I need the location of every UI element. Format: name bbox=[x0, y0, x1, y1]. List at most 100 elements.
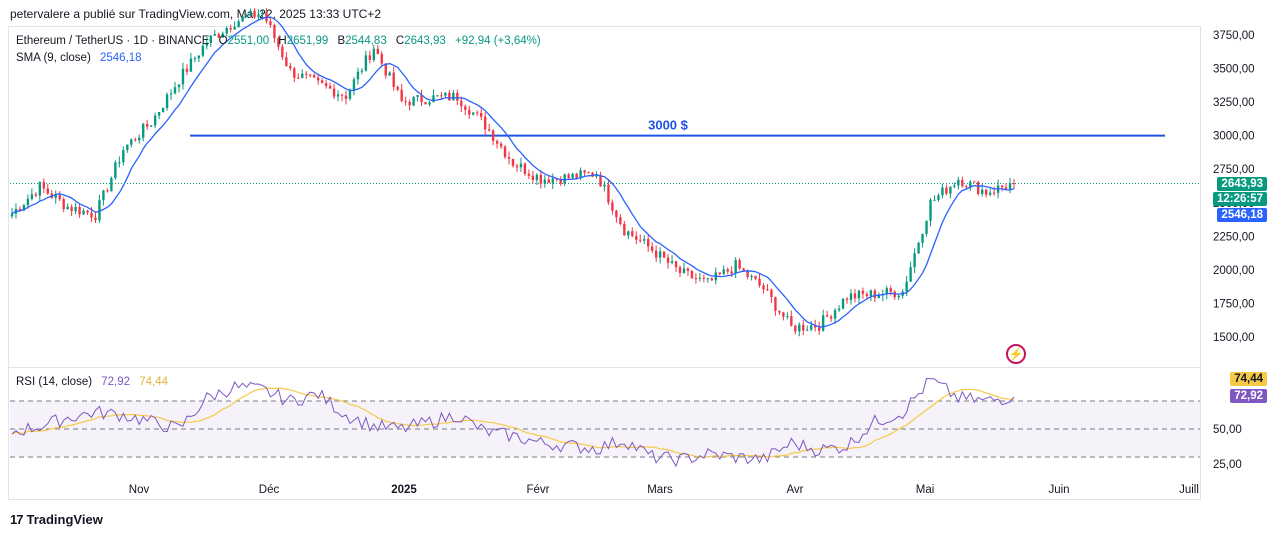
candle-body bbox=[647, 239, 650, 247]
y-tick-label: 2250,00 bbox=[1213, 231, 1255, 243]
x-tick-label: 2025 bbox=[391, 484, 417, 496]
candle-body bbox=[149, 125, 153, 127]
x-tick-label: Févr bbox=[527, 484, 550, 496]
candle-body bbox=[615, 210, 618, 218]
y-tick-label: 3000,00 bbox=[1213, 131, 1255, 143]
candle-body bbox=[686, 268, 690, 271]
candle-body bbox=[309, 74, 312, 76]
candle-body bbox=[790, 316, 793, 326]
x-tick-label: Mars bbox=[647, 484, 673, 496]
candle-body bbox=[984, 189, 988, 195]
rsi-legend[interactable]: RSI (14, close) 72,92 74,44 bbox=[16, 376, 168, 388]
candle-body bbox=[281, 46, 284, 58]
candle-body bbox=[710, 278, 714, 281]
sma-legend[interactable]: SMA (9, close) 2546,18 bbox=[16, 52, 142, 64]
candle-body bbox=[746, 270, 749, 277]
candle-body bbox=[360, 70, 364, 72]
candle-body bbox=[519, 163, 523, 168]
candle-body bbox=[189, 58, 193, 72]
candle-body bbox=[249, 10, 252, 16]
close-value: 2643,93 bbox=[404, 35, 446, 47]
rsi-tick-label: 25,00 bbox=[1213, 459, 1242, 471]
candle-body bbox=[205, 42, 209, 46]
candle-body bbox=[396, 86, 399, 90]
candle-body bbox=[145, 124, 149, 127]
sma-badge: 2546,18 bbox=[1217, 208, 1267, 222]
candle-body bbox=[225, 27, 228, 34]
candle-body bbox=[845, 298, 849, 300]
candle-body bbox=[559, 178, 562, 184]
candle-body bbox=[245, 15, 248, 17]
candle-body bbox=[285, 57, 288, 66]
candle-body bbox=[619, 217, 622, 224]
candle-body bbox=[400, 89, 403, 102]
candle-body bbox=[328, 86, 332, 89]
symbol-label[interactable]: Ethereum / TetherUS · 1D · BINANCE bbox=[16, 35, 210, 47]
candle-body bbox=[670, 261, 674, 263]
candle-body bbox=[810, 325, 813, 330]
candle-body bbox=[945, 187, 948, 194]
candle-body bbox=[849, 293, 853, 300]
candle-body bbox=[62, 199, 65, 210]
candle-body bbox=[730, 271, 733, 274]
candle-body bbox=[169, 93, 173, 95]
y-tick-label: 3750,00 bbox=[1213, 30, 1255, 42]
lightning-icon[interactable]: ⚡ bbox=[1006, 344, 1026, 364]
candle-body bbox=[643, 239, 646, 241]
sma-line bbox=[11, 16, 1015, 328]
rsi-value: 72,92 bbox=[101, 376, 131, 388]
x-tick-label: Juin bbox=[1048, 484, 1069, 496]
candle-body bbox=[217, 34, 220, 38]
sma-label: SMA (9, close) bbox=[16, 52, 91, 64]
candle-body bbox=[885, 288, 888, 295]
candle-body bbox=[786, 316, 789, 318]
candle-body bbox=[758, 278, 761, 286]
candle-body bbox=[297, 77, 300, 79]
open-value: 2551,00 bbox=[227, 35, 270, 47]
candle-body bbox=[674, 261, 678, 268]
low-value: 2544,83 bbox=[345, 35, 387, 47]
rsi-label: RSI (14, close) bbox=[16, 376, 93, 388]
candle-body bbox=[102, 190, 105, 201]
candle-body bbox=[142, 124, 145, 138]
candle-body bbox=[635, 236, 638, 240]
candle-body bbox=[161, 108, 165, 113]
candle-body bbox=[802, 324, 805, 331]
high-label: H bbox=[278, 35, 287, 47]
candle-body bbox=[833, 310, 837, 319]
candle-body bbox=[702, 277, 706, 279]
candle-body bbox=[603, 184, 606, 187]
candle-body bbox=[770, 289, 773, 298]
candle-body bbox=[86, 210, 89, 213]
candle-body bbox=[929, 199, 932, 221]
candle-body bbox=[841, 298, 845, 309]
candle-body bbox=[718, 272, 721, 275]
candle-body bbox=[301, 73, 304, 78]
pane-divider[interactable] bbox=[8, 367, 1201, 368]
candle-body bbox=[74, 207, 77, 212]
y-tick-label: 2750,00 bbox=[1213, 164, 1255, 176]
candle-body bbox=[106, 190, 109, 192]
candle-body bbox=[527, 173, 531, 176]
candle-body bbox=[503, 146, 507, 158]
candle-body bbox=[213, 34, 216, 36]
candle-body bbox=[229, 27, 232, 30]
sma-value: 2546,18 bbox=[99, 52, 142, 64]
candle-body bbox=[416, 95, 419, 97]
candle-body bbox=[865, 294, 869, 297]
candle-body bbox=[487, 129, 491, 131]
candle-body bbox=[706, 278, 710, 280]
candle-body bbox=[587, 172, 590, 174]
candle-body bbox=[460, 100, 463, 107]
open-label: O bbox=[218, 35, 228, 47]
candle-body bbox=[380, 53, 383, 64]
candle-body bbox=[181, 68, 185, 85]
candle-body bbox=[332, 88, 336, 97]
tradingview-logo[interactable]: 17 TradingView bbox=[10, 512, 103, 527]
candle-body bbox=[794, 325, 797, 332]
candle-body bbox=[937, 195, 940, 200]
candle-body bbox=[98, 200, 101, 221]
candle-body bbox=[507, 157, 511, 159]
candle-body bbox=[340, 94, 344, 96]
